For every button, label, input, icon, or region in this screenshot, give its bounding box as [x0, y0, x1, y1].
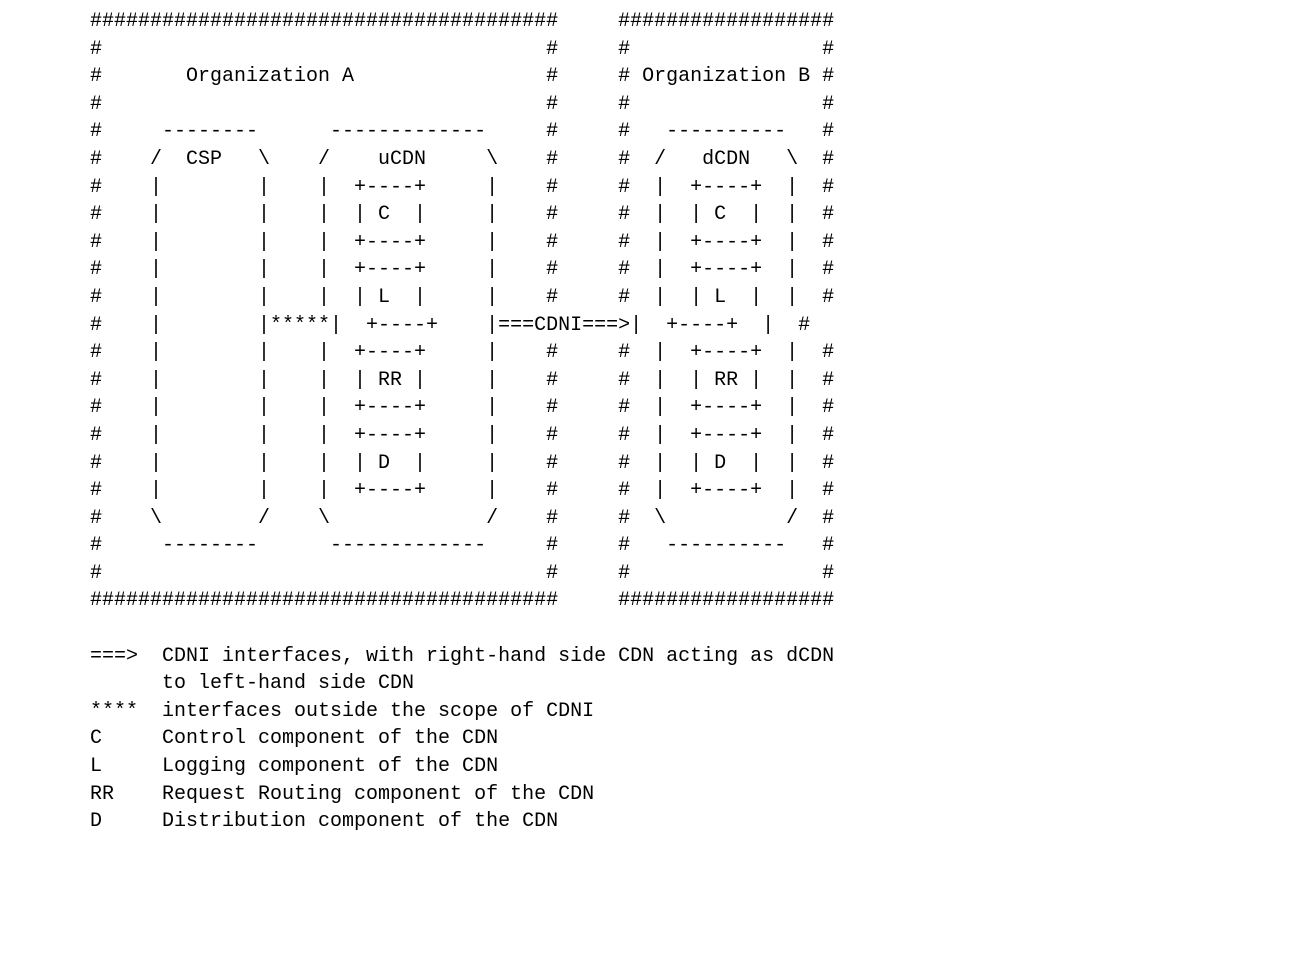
ascii-diagram: ####################################### …: [90, 0, 1306, 836]
diagram-container: ####################################### …: [0, 0, 1306, 836]
